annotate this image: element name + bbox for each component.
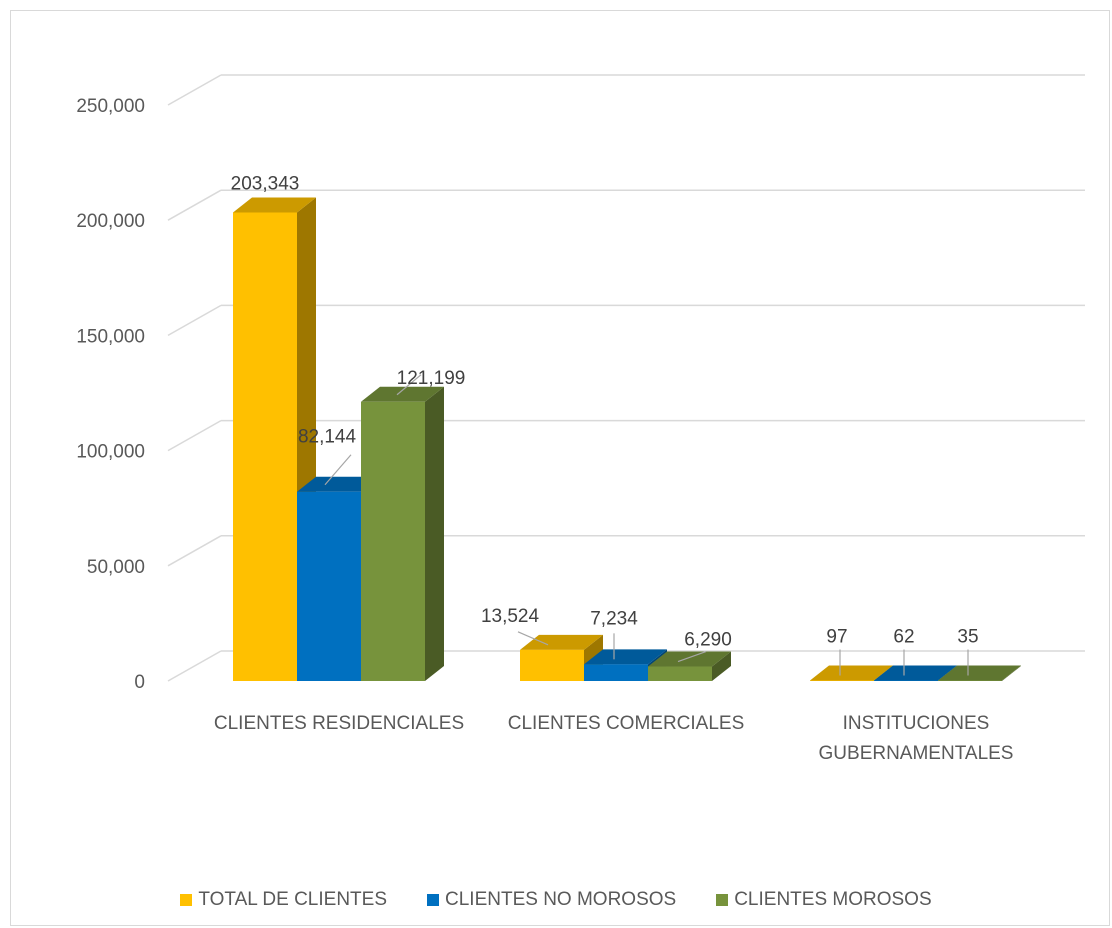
- data-label: 82,144: [298, 427, 357, 448]
- data-label: 62: [893, 627, 914, 648]
- bar: [297, 491, 361, 681]
- bar-top: [584, 649, 667, 665]
- y-tick-label: 50,000: [87, 557, 145, 578]
- y-tick-label: 200,000: [76, 211, 145, 232]
- bar: [810, 680, 874, 681]
- bar-top: [520, 634, 603, 650]
- gridline-diag: [167, 535, 222, 567]
- legend-label: TOTAL DE CLIENTES: [198, 889, 387, 910]
- y-tick-label: 150,000: [76, 326, 145, 347]
- y-tick-label: 0: [134, 672, 145, 693]
- chart-legend: TOTAL DE CLIENTES CLIENTES NO MOROSOS CLIE…: [0, 888, 1112, 912]
- legend-item: TOTAL DE CLIENTES: [180, 888, 387, 912]
- bar: [233, 212, 297, 681]
- bar-side: [425, 386, 444, 681]
- gridline-diag: [167, 189, 222, 221]
- gridline-diag: [167, 419, 222, 452]
- bar: [648, 666, 712, 681]
- bar-side: [712, 651, 731, 681]
- legend-swatch: [427, 894, 439, 906]
- x-category-label: CLIENTES COMERCIALES: [508, 713, 745, 734]
- bar: [874, 680, 938, 681]
- bar: [520, 649, 584, 681]
- x-category-label: GUBERNAMENTALES: [819, 743, 1014, 764]
- legend-item: CLIENTES MOROSOS: [716, 888, 932, 912]
- bar-top: [648, 651, 731, 667]
- bar-top: [938, 665, 1021, 681]
- data-label-leader: [677, 650, 707, 663]
- gridline-diag: [167, 304, 222, 337]
- data-label-leader: [517, 631, 549, 646]
- gridline-diag: [167, 650, 222, 682]
- legend-label: CLIENTES MOROSOS: [734, 889, 932, 910]
- data-label: 203,343: [231, 173, 300, 194]
- bar-top: [233, 197, 316, 213]
- bar-side: [1002, 665, 1021, 681]
- legend-swatch: [180, 894, 193, 906]
- bar: [938, 680, 1002, 681]
- data-label: 97: [826, 627, 847, 648]
- bar-top: [297, 476, 380, 492]
- data-label: 13,524: [481, 606, 540, 627]
- data-label: 7,234: [590, 608, 638, 629]
- chart-frame: [10, 10, 1110, 926]
- bar-top: [810, 665, 893, 681]
- data-label-leader: [396, 374, 422, 396]
- y-tick-label: 250,000: [76, 96, 145, 117]
- data-label: 121,199: [397, 368, 466, 389]
- bar-top: [874, 665, 957, 681]
- data-label: 6,290: [684, 630, 732, 651]
- legend-label: CLIENTES NO MOROSOS: [445, 889, 677, 910]
- bar-top: [361, 386, 444, 402]
- data-label-leader: [324, 454, 352, 486]
- data-label: 35: [957, 627, 978, 648]
- bar: [584, 664, 648, 681]
- x-category-label: INSTITUCIONES: [843, 713, 990, 734]
- gridline-diag: [167, 74, 222, 106]
- legend-item: CLIENTES NO MOROSOS: [427, 888, 676, 912]
- bar: [361, 401, 425, 681]
- bar-chart: 0 50,000 100,000 150,000 200,000 250,000 203,3…: [76, 74, 1085, 764]
- legend-swatch: [716, 894, 729, 906]
- x-category-label: CLIENTES RESIDENCIALES: [214, 713, 464, 734]
- y-tick-label: 100,000: [76, 442, 145, 463]
